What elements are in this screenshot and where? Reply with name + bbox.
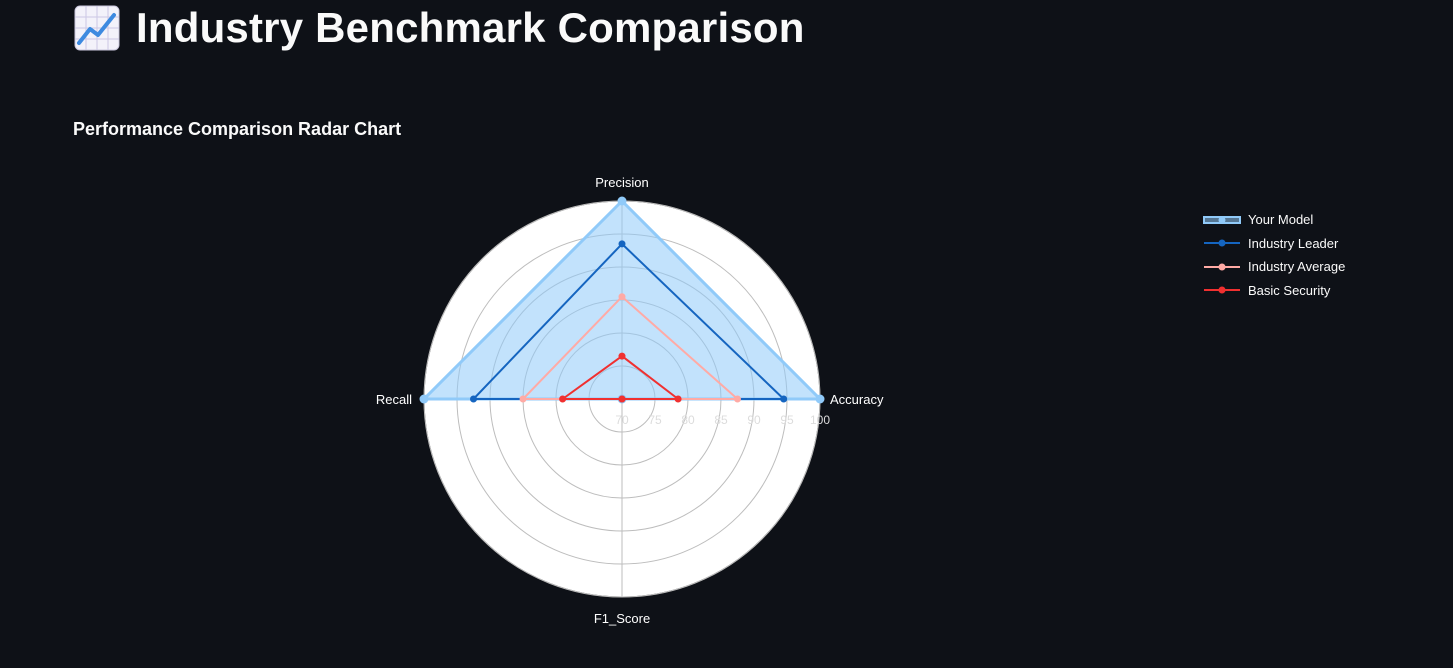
legend-label: Industry Average bbox=[1248, 259, 1346, 275]
data-point bbox=[618, 240, 626, 248]
radial-tick-label: 70 bbox=[615, 413, 629, 427]
axis-label-f1_score: F1_Score bbox=[594, 611, 650, 626]
data-point bbox=[618, 352, 626, 360]
series-basic-security bbox=[559, 352, 682, 403]
data-point bbox=[519, 395, 527, 403]
radial-tick-label: 90 bbox=[747, 413, 761, 427]
chart-legend: Your Model Industry Leader Industry Averag… bbox=[1203, 208, 1345, 302]
legend-item[interactable]: Basic Security bbox=[1203, 279, 1345, 303]
data-point bbox=[815, 394, 825, 404]
legend-label: Industry Leader bbox=[1248, 235, 1339, 251]
data-point bbox=[734, 395, 741, 403]
legend-label: Basic Security bbox=[1248, 282, 1331, 298]
page-title: Industry Benchmark Comparison bbox=[136, 4, 805, 51]
data-point bbox=[780, 395, 788, 403]
legend-swatch bbox=[1204, 239, 1240, 247]
data-point bbox=[618, 293, 626, 301]
legend-item[interactable]: Industry Leader bbox=[1203, 232, 1345, 256]
radial-tick-label: 95 bbox=[780, 413, 794, 427]
legend-item[interactable]: Industry Average bbox=[1203, 255, 1345, 279]
data-point bbox=[470, 395, 477, 403]
legend-label: Your Model bbox=[1248, 212, 1314, 228]
radial-tick-label: 75 bbox=[648, 413, 662, 427]
data-point bbox=[419, 394, 429, 404]
radial-tick-label: 80 bbox=[681, 413, 695, 427]
data-point bbox=[674, 395, 682, 403]
legend-swatch bbox=[1203, 215, 1241, 224]
chart-increasing-icon bbox=[74, 5, 120, 51]
section-title: Performance Comparison Radar Chart bbox=[73, 119, 402, 139]
axis-label-accuracy: Accuracy bbox=[830, 392, 884, 407]
legend-swatch bbox=[1204, 263, 1240, 271]
data-point bbox=[617, 196, 627, 206]
page-header: Industry Benchmark Comparison bbox=[74, 2, 805, 54]
legend-item[interactable]: Your Model bbox=[1203, 208, 1345, 232]
axis-label-recall: Recall bbox=[376, 392, 412, 407]
data-point bbox=[559, 395, 567, 403]
axis-label-precision: Precision bbox=[595, 175, 648, 190]
data-point bbox=[618, 395, 626, 403]
radial-tick-label: 85 bbox=[714, 413, 728, 427]
legend-swatch bbox=[1204, 286, 1240, 294]
radial-tick-label: 100 bbox=[810, 413, 830, 427]
